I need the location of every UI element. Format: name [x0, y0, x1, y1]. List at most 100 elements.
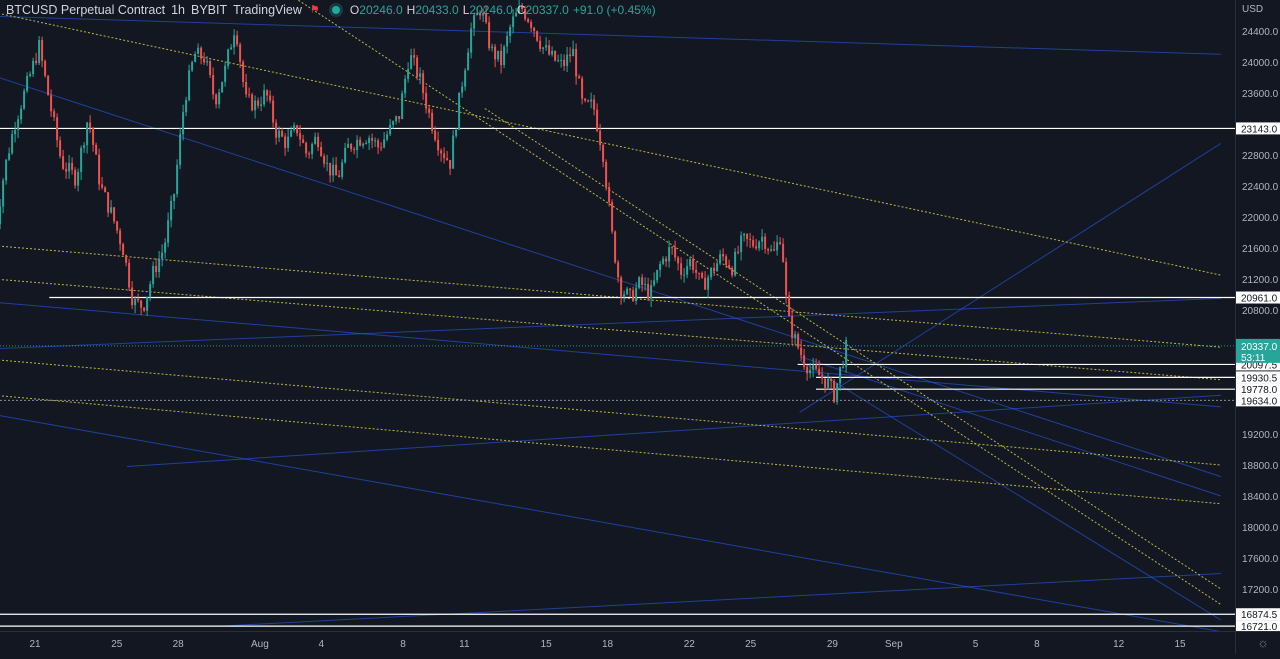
time-tick-label: 12	[1113, 639, 1125, 650]
candle-body	[800, 347, 803, 356]
candle-body	[89, 122, 92, 129]
candle-body	[41, 40, 44, 61]
candle-body	[512, 16, 515, 28]
candle-body	[509, 27, 512, 37]
candle-body	[374, 140, 377, 142]
candle-body	[164, 242, 167, 253]
time-axis[interactable]: 21 25 28 Aug 4 8 11 15 18 22 25 29 Sep 5 8 12 15	[0, 631, 1235, 654]
candle-body	[272, 100, 275, 123]
candle-body	[185, 99, 188, 113]
candle-body	[266, 90, 269, 96]
currency-label[interactable]: USD	[1242, 4, 1264, 15]
candle-body	[713, 267, 716, 272]
candle-body	[662, 258, 665, 264]
candle-body	[59, 140, 62, 157]
trend-line-yellow	[0, 13, 1221, 276]
candle-body	[593, 99, 596, 110]
candle-body	[104, 187, 107, 193]
trend-line-blue	[0, 415, 1221, 633]
level-price-tag	[1236, 122, 1280, 135]
candle-body	[539, 40, 542, 49]
candle-body	[626, 288, 629, 295]
candle-body	[776, 242, 779, 251]
candle-body	[125, 255, 128, 263]
candle-body	[383, 139, 386, 148]
candle-body	[773, 249, 776, 251]
candle-body	[617, 262, 620, 278]
candle-body	[269, 95, 272, 101]
candle-body	[2, 180, 5, 207]
symbol-name[interactable]: BTCUSD Perpetual Contract	[6, 3, 166, 17]
trend-line-blue	[799, 142, 1222, 413]
price-tick-label: 17200.0	[1242, 585, 1279, 596]
candle-body	[143, 307, 146, 311]
candle-body	[761, 236, 764, 242]
candle-body	[329, 162, 332, 176]
candle-body	[284, 136, 287, 148]
candle-body	[614, 231, 617, 263]
candle-body	[296, 125, 299, 134]
price-tick-label: 21600.0	[1242, 244, 1279, 255]
candle-body	[44, 60, 47, 76]
candle-body	[62, 156, 65, 169]
interval-label[interactable]: 1h	[171, 3, 185, 17]
price-axis-scale[interactable]: 17200.0 17600.0 18000.0 18400.0 18800.0 19200…	[1236, 0, 1280, 633]
candle-body	[68, 162, 71, 172]
axis-settings-corner[interactable]: ☼	[1235, 631, 1280, 654]
candle-body	[812, 365, 815, 370]
candle-body	[116, 221, 119, 231]
candle-body	[677, 257, 680, 264]
candle-body	[485, 13, 488, 23]
candle-body	[683, 274, 686, 276]
candle-body	[641, 277, 644, 285]
candle-body	[311, 144, 314, 155]
candle-body	[695, 269, 698, 273]
candle-body	[455, 129, 458, 136]
candle-body	[494, 46, 497, 60]
candle-body	[749, 239, 752, 241]
candle-body	[227, 49, 230, 66]
candle-body	[497, 50, 500, 60]
candle-body	[200, 47, 203, 59]
time-tick-label: 15	[1174, 639, 1186, 650]
high-value: 20433.0	[415, 3, 459, 17]
candle-body	[797, 334, 800, 348]
trend-line-yellow	[0, 359, 1221, 466]
candle-body	[197, 47, 200, 55]
candle-body	[839, 366, 842, 384]
chart-plot-area[interactable]	[0, 0, 1235, 633]
candlestick-chart[interactable]	[0, 0, 1235, 633]
candle-body	[746, 233, 749, 240]
candle-body	[620, 277, 623, 297]
flag-icon[interactable]: ⚑	[309, 4, 320, 16]
candle-body	[101, 184, 104, 188]
price-axis[interactable]: 17200.0 17600.0 18000.0 18400.0 18800.0 19200…	[1235, 0, 1280, 633]
level-price-label: 19930.5	[1241, 373, 1278, 384]
last-price-countdown: 53:11	[1241, 353, 1266, 364]
candle-body	[560, 59, 563, 61]
candle-body	[782, 243, 785, 262]
candle-body	[686, 266, 689, 275]
candle-body	[251, 94, 254, 111]
time-axis-scale[interactable]: 21 25 28 Aug 4 8 11 15 18 22 25 29 Sep 5 8 12 15	[0, 632, 1235, 654]
candle-body	[557, 60, 560, 62]
candle-body	[218, 92, 221, 105]
candle-body	[563, 59, 566, 66]
candle-body	[395, 116, 398, 122]
candle-body	[716, 263, 719, 272]
candle-body	[92, 128, 95, 145]
candle-body	[743, 233, 746, 236]
gear-icon[interactable]: ☼	[1257, 635, 1269, 650]
candle-body	[257, 100, 260, 106]
candle-body	[77, 171, 80, 186]
candle-body	[461, 86, 464, 93]
candle-body	[788, 295, 791, 317]
price-tick-label: 22800.0	[1242, 151, 1279, 162]
candle-body	[305, 142, 308, 154]
candle-body	[725, 256, 728, 265]
candle-body	[359, 139, 362, 146]
price-tick-label: 22400.0	[1242, 182, 1279, 193]
candle-body	[119, 230, 122, 245]
candle-body	[419, 73, 422, 77]
candle-body	[518, 6, 521, 13]
